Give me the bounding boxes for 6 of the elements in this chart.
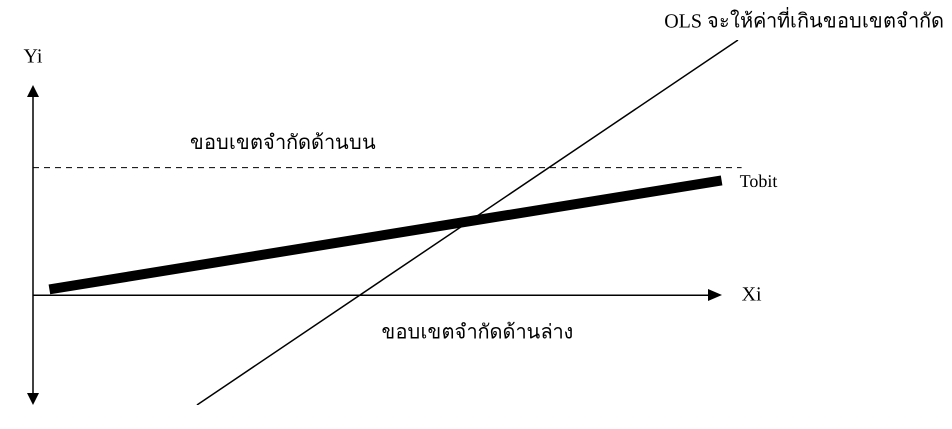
series-label: Tobit bbox=[740, 171, 778, 192]
x-axis-title: Xi bbox=[742, 283, 762, 306]
y-axis-title: Yi bbox=[24, 45, 43, 68]
text: OLS จะให้ค่าที่เกินขอบเขตจำกัด bbox=[664, 6, 944, 32]
ref-line-label: ขอบเขตจำกัดด้านล่าง bbox=[381, 321, 574, 344]
ref-line-label: ขอบเขตจำกัดด้านบน bbox=[190, 132, 376, 154]
